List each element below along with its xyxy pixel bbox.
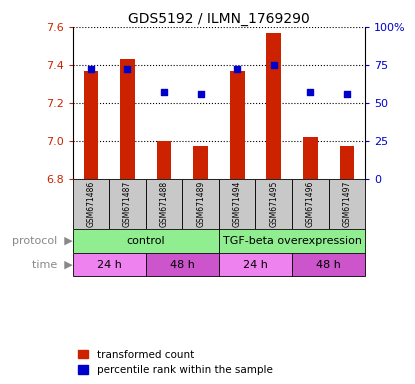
Bar bbox=[219, 229, 365, 253]
Text: 24 h: 24 h bbox=[243, 260, 268, 270]
Text: time  ▶: time ▶ bbox=[32, 260, 73, 270]
Bar bbox=[157, 141, 171, 179]
Bar bbox=[73, 253, 146, 276]
Point bbox=[344, 91, 350, 97]
Point bbox=[197, 91, 204, 97]
Text: GSM671495: GSM671495 bbox=[269, 181, 278, 227]
Point bbox=[161, 89, 167, 95]
Bar bbox=[329, 179, 365, 229]
Bar bbox=[193, 146, 208, 179]
Text: GSM671487: GSM671487 bbox=[123, 181, 132, 227]
Point bbox=[234, 66, 241, 73]
Bar bbox=[292, 179, 329, 229]
Bar bbox=[120, 59, 135, 179]
Text: TGF-beta overexpression: TGF-beta overexpression bbox=[222, 236, 361, 246]
Text: GSM671488: GSM671488 bbox=[159, 181, 168, 227]
Bar bbox=[182, 179, 219, 229]
Title: GDS5192 / ILMN_1769290: GDS5192 / ILMN_1769290 bbox=[128, 12, 310, 26]
Point bbox=[307, 89, 314, 95]
Text: 24 h: 24 h bbox=[97, 260, 122, 270]
Bar bbox=[219, 253, 292, 276]
Text: protocol  ▶: protocol ▶ bbox=[12, 236, 73, 246]
Point bbox=[88, 66, 94, 73]
Bar bbox=[230, 71, 244, 179]
Text: 48 h: 48 h bbox=[170, 260, 195, 270]
Bar bbox=[266, 33, 281, 179]
Bar bbox=[219, 179, 256, 229]
Bar bbox=[146, 179, 182, 229]
Point bbox=[124, 66, 131, 73]
Point bbox=[271, 62, 277, 68]
Text: 48 h: 48 h bbox=[316, 260, 341, 270]
Bar bbox=[73, 229, 219, 253]
Text: GSM671497: GSM671497 bbox=[342, 181, 352, 227]
Text: GSM671494: GSM671494 bbox=[233, 181, 242, 227]
Bar bbox=[339, 146, 354, 179]
Text: control: control bbox=[127, 236, 165, 246]
Text: GSM671489: GSM671489 bbox=[196, 181, 205, 227]
Text: GSM671496: GSM671496 bbox=[306, 181, 315, 227]
Legend: transformed count, percentile rank within the sample: transformed count, percentile rank withi… bbox=[78, 350, 273, 375]
Bar bbox=[292, 253, 365, 276]
Bar bbox=[256, 179, 292, 229]
Text: GSM671486: GSM671486 bbox=[86, 181, 95, 227]
Bar bbox=[73, 179, 109, 229]
Bar bbox=[146, 253, 219, 276]
Bar bbox=[109, 179, 146, 229]
Bar bbox=[83, 71, 98, 179]
Bar bbox=[303, 137, 317, 179]
